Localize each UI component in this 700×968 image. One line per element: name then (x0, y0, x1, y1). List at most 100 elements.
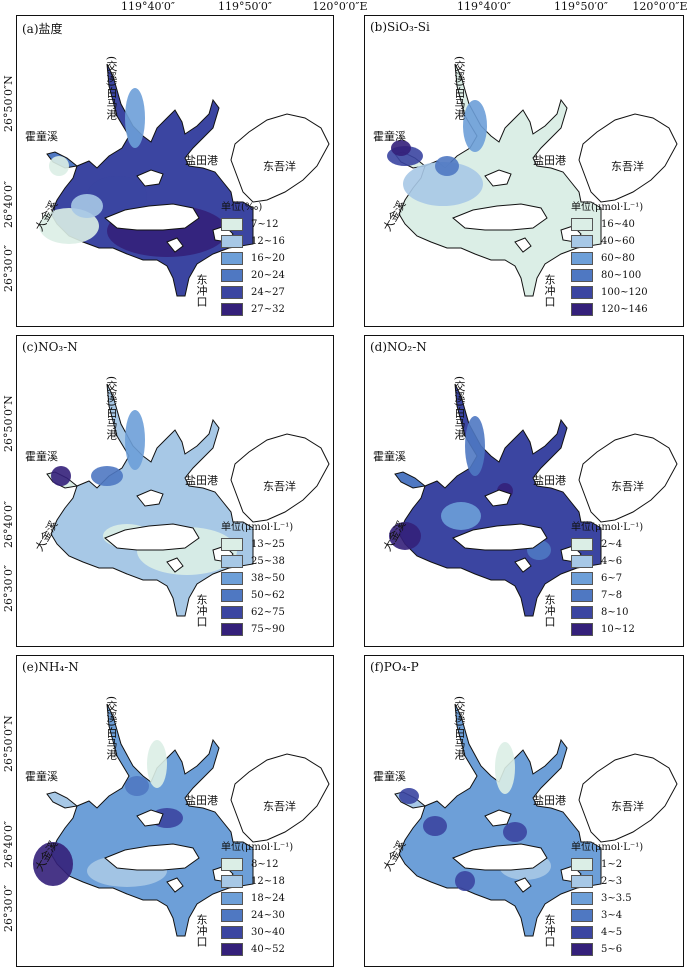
concentration-patch (71, 194, 103, 218)
legend-label: 16~40 (601, 219, 635, 230)
legend-swatch (571, 555, 593, 568)
place-label-dongwu: 东吾洋 (263, 480, 296, 493)
legend: 单位(μmol·L⁻¹) 1~2 2~3 3~3.5 3~4 4~5 5~6 (571, 838, 661, 958)
legend-swatch (571, 538, 593, 551)
estuary-map-a (39, 63, 330, 297)
legend-swatch (221, 589, 243, 602)
legend-label: 12~18 (251, 876, 285, 887)
legend-swatch (571, 286, 593, 299)
island-2 (484, 809, 512, 827)
lat-tick-a1: 26°50′0″N (2, 75, 15, 132)
legend-label: 24~30 (251, 910, 285, 921)
river-branch (394, 471, 427, 489)
river-branch (46, 791, 79, 809)
island-1 (452, 843, 548, 871)
place-label-huotong: 霍童溪 (373, 770, 406, 783)
place-label-jiaoxi: (交溪)白马港 (105, 376, 118, 440)
place-label-yantian: 盐田港 (533, 794, 566, 807)
legend-label: 12~16 (251, 236, 285, 247)
legend-label: 100~120 (601, 287, 648, 298)
legend-swatch (571, 926, 593, 939)
concentration-patch (49, 156, 69, 176)
legend-item: 1~2 (571, 856, 661, 873)
concentration-patch (399, 788, 419, 804)
legend-label: 24~27 (251, 287, 285, 298)
legend-swatch (221, 303, 243, 316)
legend-item: 75~90 (221, 621, 311, 638)
legend-item: 16~40 (571, 216, 661, 233)
place-label-huotong: 霍童溪 (373, 450, 406, 463)
place-label-huotong: 霍童溪 (25, 130, 58, 143)
legend-item: 2~3 (571, 873, 661, 890)
legend-label: 2~3 (601, 876, 623, 887)
legend-item: 40~52 (221, 941, 311, 958)
legend-swatch (221, 252, 243, 265)
legend-item: 38~50 (221, 570, 311, 587)
legend-swatch (571, 269, 593, 282)
lat-tick-c1: 26°50′0″N (2, 395, 15, 452)
legend-label: 8~12 (251, 859, 279, 870)
place-label-dongwu: 东吾洋 (611, 160, 644, 173)
place-label-dongchong: 东冲口 (195, 274, 208, 307)
legend-swatch (571, 589, 593, 602)
concentration-patch (125, 776, 149, 796)
legend-item: 4~6 (571, 553, 661, 570)
estuary-map-d (389, 383, 678, 617)
place-label-huotong: 霍童溪 (373, 130, 406, 143)
panel-title: (d)NO₂-N (370, 340, 427, 354)
legend-label: 8~10 (601, 607, 629, 618)
concentration-patch (455, 871, 475, 891)
island-4 (514, 557, 532, 573)
place-label-yantian: 盐田港 (185, 154, 218, 167)
legend-label: 7~8 (601, 590, 623, 601)
legend-label: 13~25 (251, 539, 285, 550)
land-outline-dongwu (578, 113, 678, 203)
legend-item: 120~146 (571, 301, 661, 318)
land-outline-dongwu (230, 753, 330, 843)
legend-item: 10~12 (571, 621, 661, 638)
map-panel-c: (c)NO₃-N 霍童溪 盐田港 东吾洋 (交溪)白马港 大金溪 东冲口 单位(μmol·L⁻… (16, 335, 334, 647)
island-1 (452, 203, 548, 231)
legend-swatch (571, 909, 593, 922)
concentration-patch (125, 88, 145, 148)
legend-label: 18~24 (251, 893, 285, 904)
legend-swatch (221, 943, 243, 956)
legend-label: 16~20 (251, 253, 285, 264)
place-label-dongwu: 东吾洋 (263, 800, 296, 813)
estuary-map-b (387, 63, 678, 297)
legend-label: 38~50 (251, 573, 285, 584)
place-label-dongchong: 东冲口 (543, 594, 556, 627)
island-2 (484, 169, 512, 187)
legend-label: 20~24 (251, 270, 285, 281)
lon-tick-5: 119°50′0″ (553, 0, 609, 13)
panel-title: (c)NO₃-N (22, 340, 78, 354)
legend-item: 24~30 (221, 907, 311, 924)
legend-item: 62~75 (221, 604, 311, 621)
legend-swatch (571, 218, 593, 231)
legend-label: 62~75 (251, 607, 285, 618)
place-label-yantian: 盐田港 (533, 474, 566, 487)
lat-tick-c2: 26°40′0″ (2, 500, 15, 548)
land-outline-dongwu (230, 113, 330, 203)
place-label-huotong: 霍童溪 (25, 450, 58, 463)
legend: 单位(μmol·L⁻¹) 16~40 40~60 60~80 80~100 100~120… (571, 198, 661, 318)
map-panel-d: (d)NO₂-N 霍童溪 盐田港 东吾洋 (交溪)白马港 大金溪 东冲口 单位(μmol·L⁻… (364, 335, 684, 647)
estuary-map-f (394, 703, 678, 937)
concentration-patch (463, 100, 487, 152)
lat-tick-e1: 26°50′0″N (2, 715, 15, 772)
legend-item: 27~32 (221, 301, 311, 318)
island-1 (104, 523, 200, 551)
legend-item: 25~38 (221, 553, 311, 570)
lat-tick-a2: 26°40′0″ (2, 180, 15, 228)
concentration-patch (147, 740, 167, 788)
place-label-jiaoxi: (交溪)白马港 (453, 696, 466, 760)
lon-tick-6: 120°0′0″E (632, 0, 688, 13)
legend-item: 4~5 (571, 924, 661, 941)
island-1 (104, 843, 200, 871)
legend-swatch (221, 858, 243, 871)
concentration-patch (495, 742, 515, 794)
place-label-jiaoxi: (交溪)白马港 (453, 56, 466, 120)
concentration-patch (403, 162, 483, 206)
legend-swatch (571, 252, 593, 265)
map-panel-a: (a)盐度 霍童溪 盐田港 东吾洋 (交溪)白马港 大金溪 东冲口 单位(‰) 7~12 12~1… (16, 15, 334, 327)
